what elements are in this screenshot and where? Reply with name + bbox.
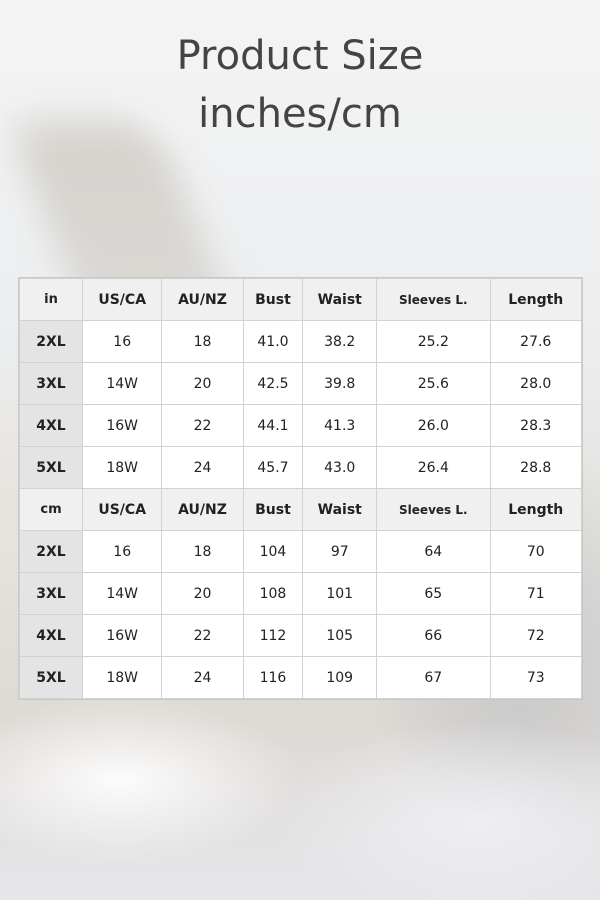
table-cell: 41.3 bbox=[302, 404, 378, 447]
table-cell: 28.3 bbox=[489, 404, 582, 447]
table-cell: 65 bbox=[376, 572, 491, 615]
table-cell: 18W bbox=[81, 446, 163, 489]
table-cell: 22 bbox=[161, 614, 244, 657]
column-header: Waist bbox=[302, 278, 378, 321]
table-cell: 24 bbox=[161, 446, 244, 489]
table-cell: 42.5 bbox=[242, 362, 304, 405]
table-cell: 28.8 bbox=[489, 446, 582, 489]
table-cell: 25.2 bbox=[376, 320, 491, 363]
table-cell: 16 bbox=[81, 530, 163, 573]
table-row: 2XL 16 18 104 97 64 70 bbox=[19, 530, 582, 573]
size-label: 2XL bbox=[19, 320, 83, 363]
table-cell: 105 bbox=[302, 614, 378, 657]
column-header: Sleeves L. bbox=[376, 278, 491, 321]
table-cell: 64 bbox=[376, 530, 491, 573]
table-cell: 18 bbox=[161, 320, 244, 363]
table-row: 3XL 14W 20 108 101 65 71 bbox=[19, 572, 582, 615]
header-row-cm: cm US/CA AU/NZ Bust Waist Sleeves L. Length bbox=[19, 488, 582, 531]
table-row: 5XL 18W 24 45.7 43.0 26.4 28.8 bbox=[19, 446, 582, 489]
size-label: 2XL bbox=[19, 530, 83, 573]
table-row: 5XL 18W 24 116 109 67 73 bbox=[19, 656, 582, 699]
column-header: Length bbox=[489, 488, 582, 531]
column-header: Sleeves L. bbox=[376, 488, 491, 531]
table-cell: 101 bbox=[302, 572, 378, 615]
column-header: Bust bbox=[242, 278, 304, 321]
column-header: Bust bbox=[242, 488, 304, 531]
table-cell: 39.8 bbox=[302, 362, 378, 405]
size-label: 5XL bbox=[19, 446, 83, 489]
table-cell: 25.6 bbox=[376, 362, 491, 405]
unit-header: in bbox=[19, 278, 83, 321]
table-cell: 20 bbox=[161, 362, 244, 405]
table-cell: 112 bbox=[242, 614, 304, 657]
table-cell: 72 bbox=[489, 614, 582, 657]
table-cell: 41.0 bbox=[242, 320, 304, 363]
table-cell: 116 bbox=[242, 656, 304, 699]
table-cell: 22 bbox=[161, 404, 244, 447]
table-cell: 28.0 bbox=[489, 362, 582, 405]
table-cell: 14W bbox=[81, 362, 163, 405]
table-cell: 16W bbox=[81, 404, 163, 447]
table-cell: 44.1 bbox=[242, 404, 304, 447]
table-cell: 108 bbox=[242, 572, 304, 615]
table-cell: 14W bbox=[81, 572, 163, 615]
table-cell: 18W bbox=[81, 656, 163, 699]
table-cell: 16W bbox=[81, 614, 163, 657]
table-cell: 45.7 bbox=[242, 446, 304, 489]
table-row: 4XL 16W 22 44.1 41.3 26.0 28.3 bbox=[19, 404, 582, 447]
table-row: 3XL 14W 20 42.5 39.8 25.6 28.0 bbox=[19, 362, 582, 405]
size-label: 3XL bbox=[19, 362, 83, 405]
table-cell: 109 bbox=[302, 656, 378, 699]
table-cell: 27.6 bbox=[489, 320, 582, 363]
size-chart-table: in US/CA AU/NZ Bust Waist Sleeves L. Length 2XL… bbox=[19, 278, 582, 699]
table-cell: 104 bbox=[242, 530, 304, 573]
page-title: Product Size bbox=[176, 33, 424, 79]
size-label: 5XL bbox=[19, 656, 83, 699]
table-cell: 26.4 bbox=[376, 446, 491, 489]
table-cell: 73 bbox=[489, 656, 582, 699]
table-cell: 16 bbox=[81, 320, 163, 363]
column-header: Waist bbox=[302, 488, 378, 531]
column-header: AU/NZ bbox=[161, 278, 244, 321]
page-subtitle: inches/cm bbox=[198, 91, 402, 137]
table-cell: 38.2 bbox=[302, 320, 378, 363]
table-cell: 20 bbox=[161, 572, 244, 615]
table-cell: 43.0 bbox=[302, 446, 378, 489]
column-header: US/CA bbox=[81, 488, 163, 531]
table-cell: 66 bbox=[376, 614, 491, 657]
header-row-in: in US/CA AU/NZ Bust Waist Sleeves L. Length bbox=[19, 278, 582, 321]
size-label: 4XL bbox=[19, 614, 83, 657]
table-row: 2XL 16 18 41.0 38.2 25.2 27.6 bbox=[19, 320, 582, 363]
table-cell: 26.0 bbox=[376, 404, 491, 447]
table-cell: 24 bbox=[161, 656, 244, 699]
column-header: US/CA bbox=[81, 278, 163, 321]
table-cell: 71 bbox=[489, 572, 582, 615]
table-row: 4XL 16W 22 112 105 66 72 bbox=[19, 614, 582, 657]
table-cell: 18 bbox=[161, 530, 244, 573]
column-header: Length bbox=[489, 278, 582, 321]
unit-header: cm bbox=[19, 488, 83, 531]
table-cell: 97 bbox=[302, 530, 378, 573]
table-cell: 67 bbox=[376, 656, 491, 699]
column-header: AU/NZ bbox=[161, 488, 244, 531]
size-label: 4XL bbox=[19, 404, 83, 447]
table-cell: 70 bbox=[489, 530, 582, 573]
size-label: 3XL bbox=[19, 572, 83, 615]
